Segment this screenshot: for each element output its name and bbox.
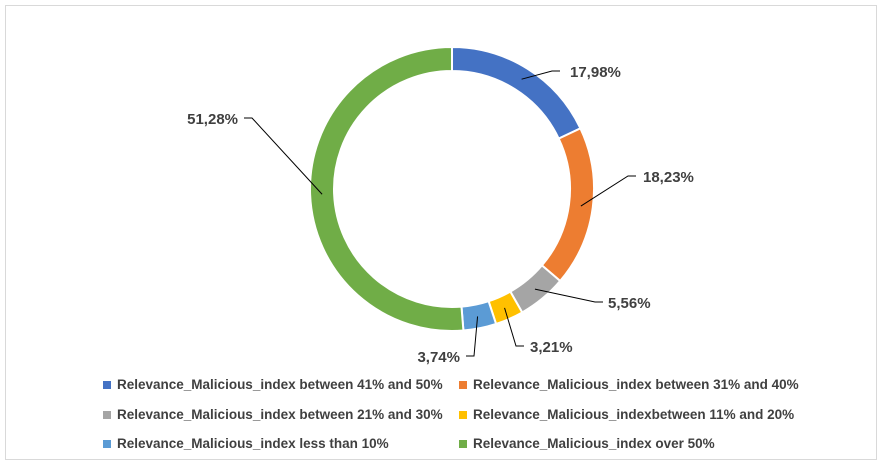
leader-line <box>534 288 603 303</box>
data-label: 3,74% <box>417 349 460 366</box>
data-label: 18,23% <box>643 169 694 186</box>
leader-line <box>504 307 524 347</box>
doughnut-slice <box>460 299 498 332</box>
data-label: 17,98% <box>570 64 621 81</box>
doughnut-slice <box>540 127 595 283</box>
leader-line <box>466 316 479 357</box>
data-label: 51,28% <box>187 111 238 128</box>
chart-frame <box>5 5 877 460</box>
data-label: 3,21% <box>530 339 573 356</box>
leader-line <box>244 117 323 195</box>
leader-line <box>580 175 636 207</box>
doughnut-slice <box>309 45 465 332</box>
leader-line <box>521 70 560 80</box>
doughnut-slice <box>451 45 582 140</box>
data-label: 5,56% <box>608 295 651 312</box>
